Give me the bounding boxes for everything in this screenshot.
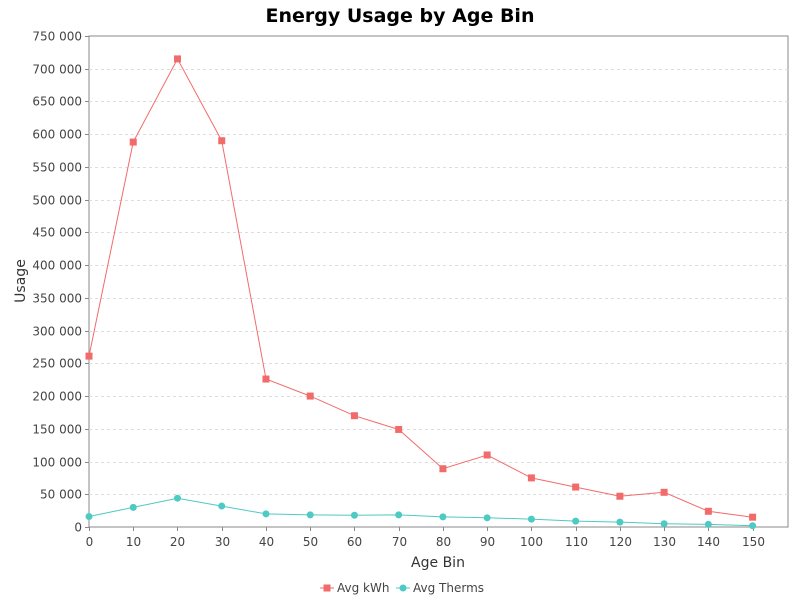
- series-line: [88, 57, 753, 518]
- data-point: [173, 494, 181, 502]
- series-layer: [85, 55, 757, 530]
- grid-lines: [89, 69, 788, 495]
- x-axis: 0 10 20 30 40 50 60 70 80 90 100 110 120 130 140 150: [86, 527, 765, 549]
- legend-swatch-marker: [399, 584, 407, 592]
- data-point: [616, 492, 624, 500]
- data-point: [306, 392, 314, 400]
- x-tick-label: 50: [303, 535, 318, 549]
- x-tick-label: 10: [126, 535, 141, 549]
- chart-title: Energy Usage by Age Bin: [266, 5, 535, 27]
- data-point: [395, 511, 403, 519]
- series-line: [88, 497, 753, 527]
- data-point: [527, 474, 535, 482]
- legend-label: Avg kWh: [337, 581, 389, 595]
- data-point: [616, 518, 624, 526]
- x-tick-label: 110: [565, 535, 588, 549]
- y-tick-label: 500 000: [32, 194, 82, 208]
- x-tick-label: 70: [392, 535, 407, 549]
- y-tick-label: 750 000: [32, 30, 82, 44]
- data-point: [572, 483, 580, 491]
- legend-item: Avg kWh: [320, 581, 389, 595]
- y-tick-label: 50 000: [40, 488, 82, 502]
- data-point: [218, 502, 226, 510]
- y-tick-label: 650 000: [32, 95, 82, 109]
- data-point: [749, 522, 757, 530]
- x-axis-title: Age Bin: [411, 555, 465, 571]
- data-point: [306, 511, 314, 519]
- x-tick-label: 30: [215, 535, 230, 549]
- data-point: [129, 503, 137, 511]
- legend: Avg kWh Avg Therms: [320, 581, 484, 595]
- data-point: [262, 510, 270, 518]
- data-point: [572, 517, 580, 525]
- legend-swatch-marker: [323, 584, 331, 592]
- data-point: [439, 513, 447, 521]
- plot-area: [88, 35, 789, 528]
- y-tick-label: 350 000: [32, 292, 82, 306]
- x-tick-label: 140: [697, 535, 720, 549]
- series-avg-therms: [85, 494, 757, 530]
- data-point: [660, 520, 668, 528]
- x-tick-label: 60: [347, 535, 362, 549]
- data-point: [483, 451, 491, 459]
- y-tick-label: 100 000: [32, 456, 82, 470]
- data-point: [350, 412, 358, 420]
- y-tick-label: 450 000: [32, 226, 82, 240]
- data-point: [85, 352, 93, 360]
- x-tick-label: 40: [259, 535, 274, 549]
- y-tick-label: 600 000: [32, 128, 82, 142]
- x-tick-label: 150: [742, 535, 765, 549]
- y-tick-label: 250 000: [32, 357, 82, 371]
- data-point: [483, 514, 491, 522]
- data-point: [704, 520, 712, 528]
- y-axis-title: Usage: [13, 259, 29, 303]
- y-tick-label: 700 000: [32, 63, 82, 77]
- y-tick-label: 300 000: [32, 325, 82, 339]
- x-tick-label: 90: [480, 535, 495, 549]
- y-tick-label: 0: [74, 521, 82, 535]
- x-tick-label: 80: [436, 535, 451, 549]
- x-tick-label: 20: [170, 535, 185, 549]
- x-tick-label: 100: [520, 535, 543, 549]
- y-tick-label: 550 000: [32, 161, 82, 175]
- data-point: [527, 515, 535, 523]
- y-tick-label: 400 000: [32, 259, 82, 273]
- data-point: [129, 138, 137, 146]
- y-tick-label: 200 000: [32, 390, 82, 404]
- legend-item: Avg Therms: [396, 581, 484, 595]
- x-tick-label: 0: [86, 535, 94, 549]
- series-avg-kwh: [85, 55, 757, 521]
- data-point: [218, 137, 226, 145]
- data-point: [173, 55, 181, 63]
- x-tick-label: 130: [653, 535, 676, 549]
- data-point: [262, 375, 270, 383]
- data-point: [439, 465, 447, 473]
- y-axis: 0 50 000 100 000 150 000 200 000 250 000 300 0…: [32, 30, 89, 535]
- y-tick-label: 150 000: [32, 423, 82, 437]
- data-point: [350, 511, 358, 519]
- data-point: [395, 425, 403, 433]
- data-point: [749, 513, 757, 521]
- data-point: [704, 507, 712, 515]
- x-tick-label: 120: [609, 535, 632, 549]
- data-point: [85, 513, 93, 521]
- legend-label: Avg Therms: [413, 581, 484, 595]
- data-point: [660, 488, 668, 496]
